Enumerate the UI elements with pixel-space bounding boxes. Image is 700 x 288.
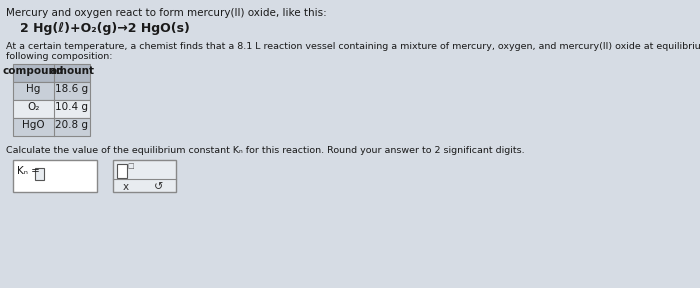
Text: HgO: HgO [22,120,45,130]
Text: □: □ [127,163,134,169]
Text: At a certain temperature, a chemist finds that a 8.1 L reaction vessel containin: At a certain temperature, a chemist find… [6,42,700,51]
FancyBboxPatch shape [13,118,90,136]
Text: Calculate the value of the equilibrium constant Kₙ for this reaction. Round your: Calculate the value of the equilibrium c… [6,146,524,155]
FancyBboxPatch shape [13,64,90,82]
FancyBboxPatch shape [35,168,43,180]
Text: Kₙ =: Kₙ = [17,166,40,176]
Text: ↺: ↺ [154,181,163,192]
FancyBboxPatch shape [13,100,90,118]
Text: amount: amount [50,66,94,76]
Text: following composition:: following composition: [6,52,112,61]
FancyBboxPatch shape [117,164,127,178]
Text: Hg: Hg [26,84,41,94]
Text: 18.6 g: 18.6 g [55,84,88,94]
Text: Mercury and oxygen react to form mercury(II) oxide, like this:: Mercury and oxygen react to form mercury… [6,8,326,18]
Text: 20.8 g: 20.8 g [55,120,88,130]
Text: 2 Hg(ℓ)+O₂(g)→2 HgO(s): 2 Hg(ℓ)+O₂(g)→2 HgO(s) [20,22,190,35]
Text: 10.4 g: 10.4 g [55,102,88,112]
FancyBboxPatch shape [13,160,97,192]
Text: compound: compound [3,66,64,76]
Text: O₂: O₂ [27,102,39,112]
FancyBboxPatch shape [13,82,90,100]
Text: x: x [122,181,129,192]
FancyBboxPatch shape [113,160,176,192]
